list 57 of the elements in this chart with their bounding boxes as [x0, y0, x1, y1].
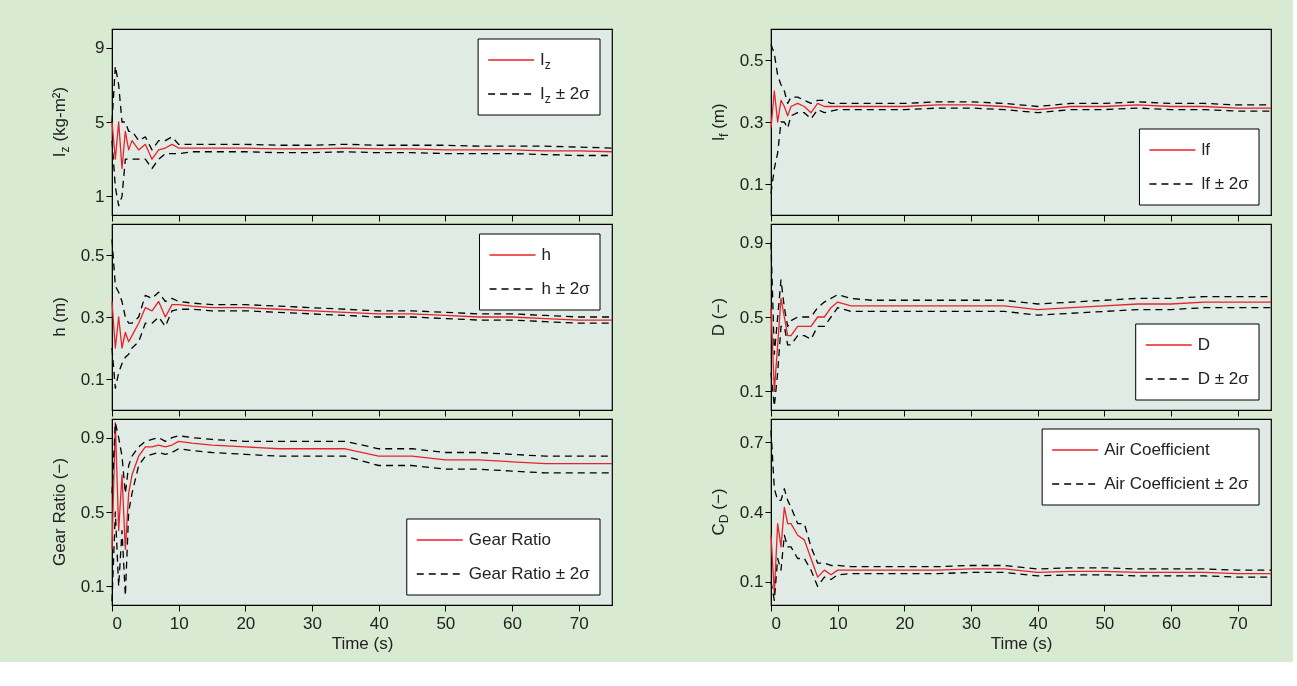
x-tick-label: 0 — [771, 613, 781, 633]
y-tick-label: 0.9 — [739, 233, 764, 253]
y-tick-label: 0.3 — [739, 112, 764, 132]
y-tick-label: 1 — [95, 186, 105, 206]
line-series — [770, 90, 1272, 129]
line-series — [111, 300, 613, 349]
y-tick-label: 0.9 — [80, 428, 105, 448]
y-tick-label: 0.1 — [80, 576, 105, 596]
y-tick-label: 0.1 — [739, 572, 764, 592]
legend-label: lf ± 2σ — [1201, 174, 1250, 193]
y-tick-label: 0.5 — [80, 502, 105, 522]
x-tick-label: 20 — [236, 613, 256, 633]
x-tick-label: 0 — [112, 613, 122, 633]
y-tick-label: 0.1 — [80, 369, 105, 389]
legend-label: D — [1197, 335, 1210, 354]
y-tick-label: 0.7 — [739, 432, 764, 452]
x-tick-label: 70 — [569, 613, 589, 633]
x-axis-title: Time (s) — [331, 633, 394, 653]
y-tick-label: 0.5 — [739, 50, 764, 70]
x-tick-label: 10 — [828, 613, 848, 633]
x-tick-label: 20 — [895, 613, 915, 633]
x-tick-label: 50 — [436, 613, 456, 633]
y-tick-label: 9 — [95, 38, 105, 58]
y-axis-title: h (m) — [50, 297, 69, 337]
legend-label: h — [541, 245, 551, 264]
y-tick-label: 0.4 — [739, 502, 764, 522]
line-series — [111, 422, 613, 550]
x-tick-label: 50 — [1095, 613, 1115, 633]
line-series — [111, 121, 613, 170]
y-axis-title: Iz (kg-m²) — [50, 86, 73, 158]
x-tick-label: 30 — [303, 613, 322, 633]
legend-label: h ± 2σ — [541, 279, 591, 298]
y-axis-title: lf (m) — [709, 103, 732, 141]
y-tick-label: 0.5 — [80, 245, 105, 265]
y-tick-label: 0.3 — [80, 307, 105, 327]
x-tick-label: 40 — [1028, 613, 1048, 633]
y-axis-title: D (−) — [709, 297, 728, 337]
y-tick-label: 5 — [95, 112, 105, 132]
y-tick-label: 0.1 — [739, 381, 764, 401]
x-tick-label: 10 — [169, 613, 189, 633]
y-tick-label: 0.5 — [739, 307, 764, 327]
x-tick-label: 60 — [1162, 613, 1181, 633]
x-axis-title: Time (s) — [990, 633, 1053, 653]
x-tick-label: 60 — [503, 613, 522, 633]
y-tick-label: 0.1 — [739, 174, 764, 194]
x-tick-label: 70 — [1228, 613, 1248, 633]
legend-label: Air Coefficient ± 2σ — [1104, 474, 1249, 493]
y-axis-title: Gear Ratio (−) — [50, 457, 69, 567]
y-axis-title: CD (−) — [709, 488, 732, 536]
x-tick-label: 30 — [962, 613, 981, 633]
x-tick-label: 40 — [369, 613, 389, 633]
legend-label: Gear Ratio — [468, 530, 551, 549]
legend-label: lf — [1201, 140, 1211, 159]
legend-label: D ± 2σ — [1197, 369, 1250, 388]
legend-label: Air Coefficient — [1104, 440, 1210, 459]
line-series — [770, 297, 1272, 393]
legend-label: Gear Ratio ± 2σ — [468, 564, 591, 583]
